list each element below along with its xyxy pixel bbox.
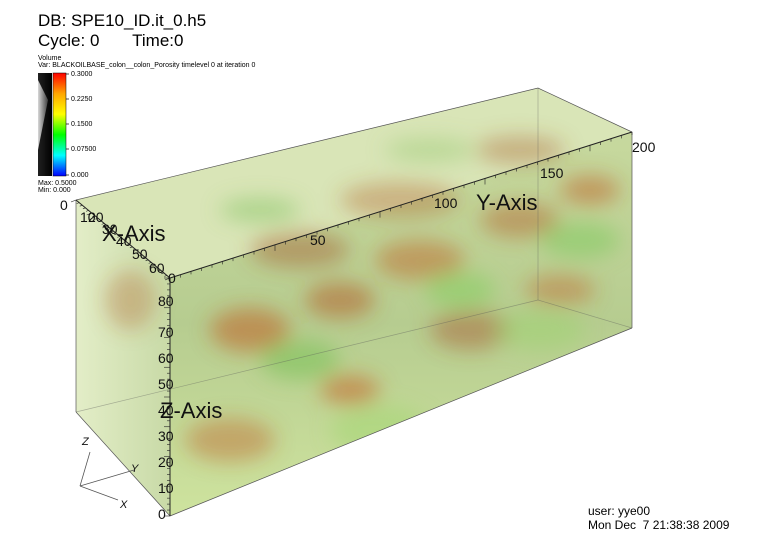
axis-tick <box>82 207 86 210</box>
legend-tick-label: 0.2250 <box>71 96 93 103</box>
date-label: Mon Dec 7 21:38:38 2009 <box>588 518 730 532</box>
axis-tick <box>70 199 77 203</box>
cycle-time-row: Cycle: 0 Time:0 <box>38 32 183 50</box>
colorbar <box>52 72 67 177</box>
legend-title: Volume <box>38 55 62 62</box>
x-tick-label: 0 <box>60 197 68 213</box>
x-axis-title: X-Axis <box>102 221 166 246</box>
z-tick-label: 40 <box>158 402 174 418</box>
axis-tick <box>76 202 80 204</box>
axis-tick <box>129 246 133 249</box>
z-tick-label: 20 <box>158 454 174 470</box>
legend-tick-label: 0.07500 <box>71 146 97 153</box>
z-tick-label: 70 <box>158 324 174 340</box>
triad-z-label: Z <box>81 436 90 448</box>
axis-tick <box>154 267 158 269</box>
axis-tick <box>142 256 146 259</box>
axis-tick <box>79 204 83 207</box>
z-tick-label: 50 <box>158 376 174 392</box>
time-label: Time:0 <box>132 31 184 50</box>
y-tick-label: 150 <box>540 165 564 181</box>
z-tick-labels: 0 10 20 30 40 50 60 70 80 <box>158 293 174 522</box>
axis-tick <box>98 220 102 223</box>
z-tick-label: 0 <box>158 506 166 522</box>
z-tick-label: 60 <box>158 350 174 366</box>
legend-min: Min: 0.000 <box>38 187 71 194</box>
y-tick-label: 200 <box>632 139 656 155</box>
axis-tick <box>86 212 92 216</box>
y-tick-labels: 0 50 100 150 200 <box>168 139 656 286</box>
cycle-label: Cycle: 0 <box>38 31 100 50</box>
axis-tick <box>102 225 108 229</box>
x-tick-label: 30 <box>102 221 118 237</box>
legend-variable: Var: BLACKOILBASE_colon__colon_Porosity … <box>38 62 256 69</box>
x-tick-label: 50 <box>132 246 148 262</box>
axis-tick <box>164 277 171 281</box>
axis-tick <box>139 254 142 256</box>
legend-tick-label: 0.000 <box>71 172 89 179</box>
y-tick-label: 50 <box>310 232 326 248</box>
x-tick-label: 10 <box>80 209 96 225</box>
axis-tick <box>145 259 149 262</box>
axis-tick <box>114 233 117 236</box>
x-tick-label: 20 <box>88 209 104 225</box>
x-tick-labels: 0 10 20 30 40 50 60 <box>60 197 165 276</box>
database-title: DB: SPE10_ID.it_0.h5 <box>38 11 207 30</box>
axis-tick <box>132 249 136 251</box>
axis-tick <box>117 238 124 242</box>
z-tick-label: 10 <box>158 480 174 496</box>
opacity-curve <box>38 73 52 176</box>
y-tick-label: 100 <box>434 195 458 211</box>
y-tick-label: 0 <box>168 270 176 286</box>
legend-max: Max: 0.5000 <box>38 180 77 187</box>
volume-rendering <box>76 88 632 516</box>
colorbar-ticks <box>66 73 69 176</box>
z-tick-label: 80 <box>158 293 174 309</box>
triad-y-label: Y <box>131 463 139 475</box>
axis-tick <box>123 241 127 243</box>
axis-tick <box>157 269 161 272</box>
minor-ticks <box>70 132 633 517</box>
axis-tick <box>101 223 105 225</box>
z-tick-label: 30 <box>158 428 174 444</box>
axis-tick <box>126 243 130 246</box>
y-axis-title: Y-Axis <box>476 190 538 215</box>
legend-tick-label: 0.3000 <box>71 71 93 78</box>
legend-tick-label: 0.1500 <box>71 121 93 128</box>
axis-tick <box>149 264 155 268</box>
axis-tick <box>92 215 95 217</box>
axis-tick <box>110 230 114 233</box>
x-tick-label: 60 <box>149 260 165 276</box>
axis-tick <box>117 236 120 238</box>
axis-tick <box>107 228 111 230</box>
axis-tick <box>85 210 89 212</box>
z-axis-title: Z-Axis <box>160 398 222 423</box>
axis-tick <box>148 262 152 264</box>
axis-tick <box>133 251 139 255</box>
axis-tick <box>161 272 164 275</box>
user-label: user: yye00 <box>588 504 651 518</box>
bounding-box <box>75 87 633 517</box>
axis-tick <box>95 217 99 220</box>
orientation-triad <box>79 451 135 501</box>
axis-tick <box>164 275 167 277</box>
x-tick-label: 40 <box>116 233 132 249</box>
triad-x-label: X <box>119 499 128 511</box>
